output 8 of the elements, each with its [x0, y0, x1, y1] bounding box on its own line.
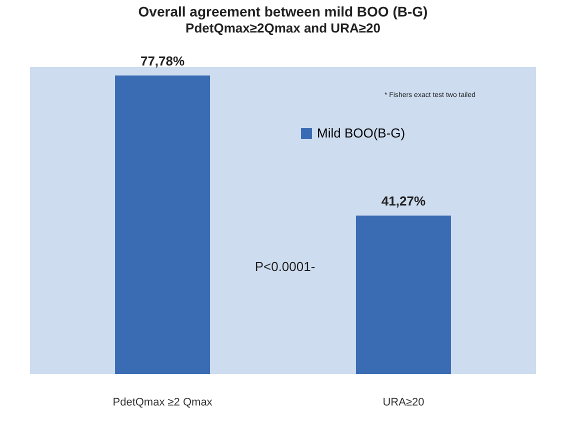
legend-label: Mild BOO(B-G) — [317, 126, 406, 140]
chart-title: Overall agreement between mild BOO (B-G) — [138, 4, 428, 20]
annotation: P<0.0001- — [254, 259, 316, 274]
data-label: 41,27% — [381, 194, 426, 209]
x-tick-label: URA≥20 — [382, 396, 424, 408]
data-label: 77,78% — [140, 54, 186, 69]
chart-subtitle: PdetQmax≥2Qmax and URA≥20 — [186, 20, 380, 36]
x-tick-label: PdetQmax ≥2 Qmax — [112, 396, 213, 408]
